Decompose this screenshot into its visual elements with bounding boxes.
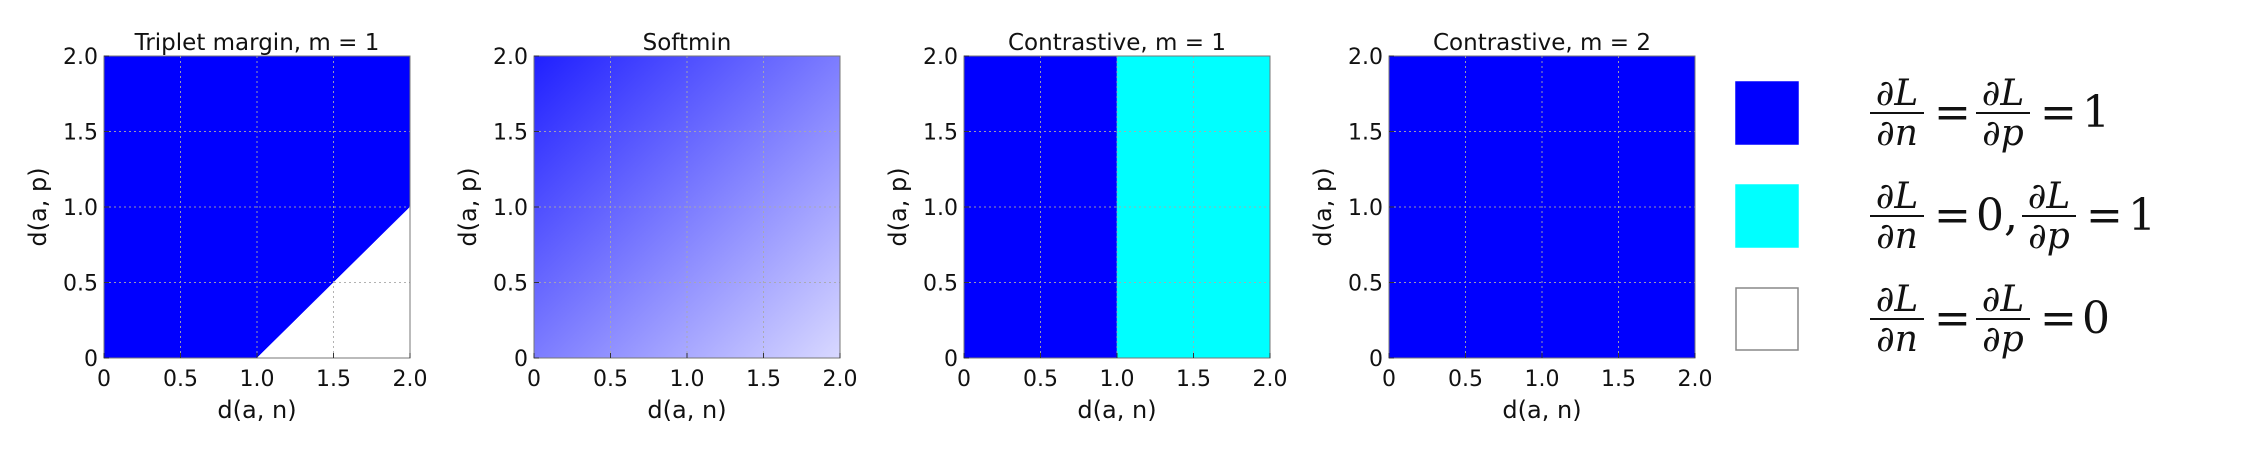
x-tick-label: 1.5 [316,367,351,392]
equals-sign: = [1934,293,1971,344]
panel-title: Contrastive, m = 2 [1433,30,1651,56]
panels: 0 0.5 1.0 1.5 2.0 0 0.5 1.0 1.5 2.0 Triplet margin… [24,30,1713,424]
panel-1: 0 0.5 1.0 1.5 2.0 0 0.5 1.0 1.5 2.0 Triplet margin… [24,30,428,424]
x-axis-label: d(a, n) [217,396,296,424]
y-tick-label: 2.0 [63,45,98,70]
y-tick-label: 0 [514,347,528,372]
y-tick-label: 0 [1369,347,1383,372]
equals-sign: = [2040,293,2077,344]
fraction-numerator: ∂L [1982,279,2025,320]
x-tick-label: 0.5 [1448,367,1483,392]
y-tick-label: 2.0 [493,45,528,70]
y-tick-label: 0.5 [1348,272,1383,297]
y-tick-label: 0.5 [923,272,958,297]
panel-3: 0 0.5 1.0 1.5 2.0 0 0.5 1.0 1.5 2.0 Contrastive, m… [884,30,1288,424]
equals-sign: = [2086,190,2123,241]
fraction-numerator: ∂L [2028,176,2071,217]
y-tick-label: 1.5 [1348,121,1383,146]
legend-value: 1 [2082,87,2110,138]
x-axis-label: d(a, n) [647,396,726,424]
y-tick-label: 2.0 [923,45,958,70]
x-tick-label: 1.5 [746,367,781,392]
x-tick-label: 2.0 [1678,367,1713,392]
legend-item-2: ∂L∂n = 0, ∂L∂p = 1 [1735,176,2156,257]
fraction-numerator: ∂L [1982,73,2025,114]
fraction-numerator: ∂L [1876,279,1919,320]
x-tick-label: 0 [527,367,541,392]
comma: , [2004,190,2018,241]
legend-swatch [1735,184,1799,248]
y-tick-label: 1.0 [1348,196,1383,221]
y-tick-label: 0 [84,347,98,372]
y-axis-label: d(a, p) [454,167,482,246]
equals-sign: = [1934,87,1971,138]
y-tick-label: 2.0 [1348,45,1383,70]
y-tick-label: 0.5 [63,272,98,297]
legend-swatch [1735,287,1799,351]
x-tick-label: 1.0 [670,367,705,392]
y-tick-label: 1.0 [63,196,98,221]
fraction-denominator: ∂n [1876,113,1918,154]
y-tick-label: 1.5 [493,121,528,146]
fraction-denominator: ∂n [1876,319,1918,360]
legend-value: 0 [2082,293,2110,344]
legend-value: 1 [2128,190,2156,241]
x-tick-label: 2.0 [823,367,858,392]
legend: ∂L∂n = ∂L∂p = 1∂L∂n = 0, ∂L∂p = 1∂L∂n = ∂L∂p = 0 [1735,73,2156,360]
panel-4: 0 0.5 1.0 1.5 2.0 0 0.5 1.0 1.5 2.0 Contrastive, m… [1309,30,1713,424]
x-tick-label: 1.0 [240,367,275,392]
fraction-numerator: ∂L [1876,176,1919,217]
y-tick-label: 0 [944,347,958,372]
y-tick-label: 1.5 [63,121,98,146]
x-tick-label: 1.0 [1100,367,1135,392]
fraction-denominator: ∂p [1982,319,2024,360]
equals-sign: = [1934,190,1971,241]
y-axis-label: d(a, p) [1309,167,1337,246]
y-axis-label: d(a, p) [24,167,52,246]
panel-title: Softmin [643,30,732,56]
y-tick-label: 0.5 [493,272,528,297]
fraction-numerator: ∂L [1876,73,1919,114]
x-axis-label: d(a, n) [1502,396,1581,424]
legend-swatch [1735,81,1799,145]
y-axis-label: d(a, p) [884,167,912,246]
x-tick-label: 0.5 [1023,367,1058,392]
y-tick-label: 1.0 [923,196,958,221]
y-tick-label: 1.0 [493,196,528,221]
x-tick-label: 0.5 [593,367,628,392]
x-tick-label: 2.0 [1253,367,1288,392]
x-tick-label: 2.0 [393,367,428,392]
x-tick-label: 0 [957,367,971,392]
x-tick-label: 0.5 [163,367,198,392]
fraction-denominator: ∂n [1876,216,1918,257]
x-tick-label: 1.5 [1176,367,1211,392]
legend-value: 0 [1976,190,2004,241]
x-axis-label: d(a, n) [1077,396,1156,424]
x-tick-label: 0 [1382,367,1396,392]
fraction-denominator: ∂p [1982,113,2024,154]
equals-sign: = [2040,87,2077,138]
panel-title: Triplet margin, m = 1 [134,30,380,56]
x-tick-label: 0 [97,367,111,392]
panel-title: Contrastive, m = 1 [1008,30,1226,56]
legend-item-3: ∂L∂n = ∂L∂p = 0 [1735,279,2110,360]
panel-2: 0 0.5 1.0 1.5 2.0 0 0.5 1.0 1.5 2.0 Softmin d(a, n)… [454,30,858,424]
x-tick-label: 1.0 [1525,367,1560,392]
x-tick-label: 1.5 [1601,367,1636,392]
legend-item-1: ∂L∂n = ∂L∂p = 1 [1735,73,2110,154]
fraction-denominator: ∂p [2028,216,2070,257]
y-tick-label: 1.5 [923,121,958,146]
